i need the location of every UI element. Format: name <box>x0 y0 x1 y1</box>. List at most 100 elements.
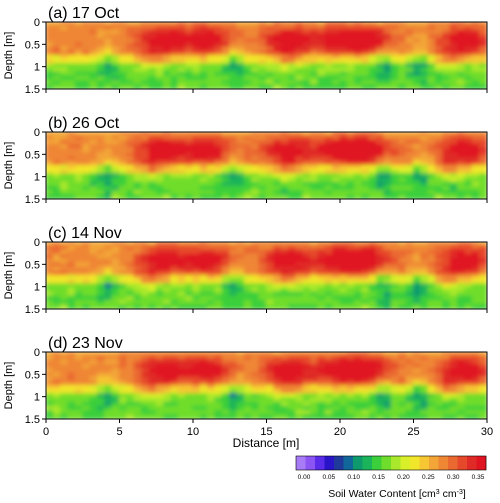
heatmap-cell <box>118 135 128 141</box>
heatmap-cell <box>273 262 282 268</box>
heatmap-cell <box>74 194 84 199</box>
heatmap-cell <box>383 148 393 154</box>
heatmap-cell <box>140 389 150 395</box>
heatmap-cell <box>207 177 216 183</box>
heatmap-cell <box>368 80 378 86</box>
heatmap-cell <box>346 384 356 391</box>
heatmap-cell <box>192 185 201 192</box>
heatmap-cell <box>390 139 400 146</box>
heatmap-cell <box>148 405 157 412</box>
heatmap-cell <box>317 262 326 268</box>
heatmap-cell <box>199 75 209 82</box>
heatmap-cell <box>46 270 54 277</box>
heatmap-cell <box>273 258 282 264</box>
heatmap-cell <box>390 266 400 272</box>
heatmap-cell <box>82 279 91 285</box>
heatmap-cell <box>177 139 187 146</box>
heatmap-cell <box>258 291 268 298</box>
heatmap-cell <box>177 270 187 277</box>
heatmap-cell <box>420 266 429 272</box>
heatmap-cell <box>420 376 429 382</box>
heatmap-cell <box>280 63 290 69</box>
heatmap-cell <box>361 270 370 277</box>
heatmap-cell <box>457 253 466 260</box>
heatmap-cell <box>214 139 223 146</box>
heatmap-cell <box>170 156 179 162</box>
heatmap-cell <box>111 80 121 86</box>
heatmap-cell <box>420 393 429 399</box>
heatmap-cell <box>427 59 437 65</box>
heatmap-cell <box>67 181 76 188</box>
heatmap-cell <box>214 274 223 281</box>
heatmap-cell <box>434 139 444 146</box>
heatmap-cell <box>258 38 268 44</box>
colorbar-swatch <box>448 456 458 470</box>
heatmap-cell <box>273 359 282 366</box>
heatmap-cell <box>427 22 437 27</box>
heatmap-cell <box>398 279 407 285</box>
heatmap-cell <box>471 59 481 65</box>
colorbar-swatch <box>391 456 401 470</box>
heatmap-cell <box>361 190 370 196</box>
heatmap-cell <box>376 405 385 412</box>
heatmap-cell <box>177 173 187 179</box>
heatmap-cell <box>273 160 282 167</box>
heatmap-cell <box>258 414 268 419</box>
heatmap-cell <box>229 414 238 419</box>
heatmap-cell <box>346 152 356 158</box>
heatmap-cell <box>207 393 216 399</box>
heatmap-cell <box>74 173 84 179</box>
heatmap-cell <box>287 414 297 419</box>
heatmap-cell <box>52 54 62 61</box>
heatmap-cell <box>207 42 216 48</box>
heatmap-cell <box>390 80 400 86</box>
heatmap-cell <box>295 181 304 188</box>
heatmap-cell <box>74 304 84 309</box>
heatmap-cell <box>265 405 275 412</box>
heatmap-cell <box>111 38 121 44</box>
heatmap-cell <box>199 397 209 403</box>
heatmap-cell <box>74 164 84 171</box>
heatmap-cell <box>479 132 487 137</box>
heatmap-cell <box>46 80 54 86</box>
heatmap-cell <box>361 279 370 285</box>
heatmap-cell <box>192 410 201 416</box>
heatmap-cell <box>346 160 356 167</box>
colorbar-swatch <box>467 456 477 470</box>
heatmap-cell <box>317 29 326 36</box>
heatmap-cell <box>170 414 179 419</box>
heatmap-cell <box>67 164 76 171</box>
heatmap-cell <box>89 270 99 277</box>
heatmap-cell <box>287 185 297 192</box>
heatmap-cell <box>185 33 194 40</box>
heatmap-cell <box>236 401 246 408</box>
heatmap-cell <box>199 139 209 146</box>
heatmap-cell <box>67 405 76 412</box>
heatmap-cell <box>155 300 165 306</box>
heatmap-cell <box>361 287 370 293</box>
heatmap-cell <box>479 29 487 36</box>
heatmap-cell <box>192 274 201 281</box>
heatmap-cell <box>82 46 91 52</box>
heatmap-cell <box>104 71 113 78</box>
heatmap-cell <box>412 291 422 298</box>
heatmap-cell <box>243 283 253 289</box>
heatmap-cell <box>74 389 84 395</box>
heatmap-cell <box>295 38 304 44</box>
heatmap-cell <box>46 139 54 146</box>
heatmap-cell <box>52 393 62 399</box>
heatmap-cell <box>368 22 378 27</box>
heatmap-cell <box>471 380 481 387</box>
heatmap-cell <box>170 38 179 44</box>
heatmap-cell <box>302 372 312 378</box>
heatmap-cell <box>177 291 187 298</box>
heatmap-cell <box>273 80 282 86</box>
heatmap-cell <box>412 414 422 419</box>
heatmap-cell <box>46 393 54 399</box>
heatmap-cell <box>67 253 76 260</box>
heatmap-cell <box>60 389 69 395</box>
heatmap-cell <box>199 160 209 167</box>
heatmap-cell <box>185 262 194 268</box>
heatmap-cell <box>383 389 393 395</box>
heatmap-cell <box>111 33 121 40</box>
